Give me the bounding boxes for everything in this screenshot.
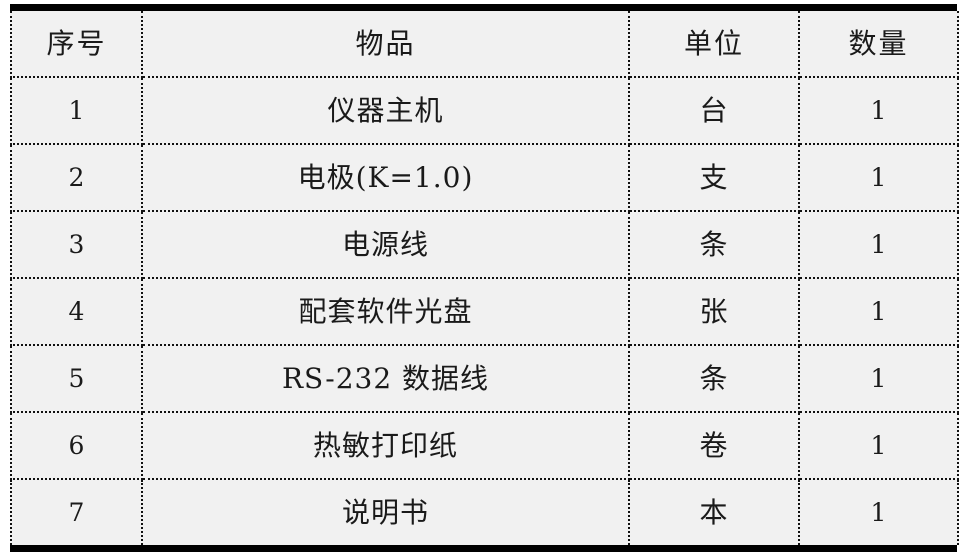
cell-qty: 1 xyxy=(798,479,959,545)
cell-unit-value: 张 xyxy=(699,294,729,328)
cell-item: 配套软件光盘 xyxy=(141,278,630,346)
cell-index: 2 xyxy=(10,144,143,212)
table-body: 1 仪器主机 台 1 2 电极(K=1.0) 支 1 3 电源线 条 1 xyxy=(10,77,959,545)
cell-unit: 台 xyxy=(628,77,800,145)
cell-index-value: 5 xyxy=(68,364,85,393)
column-header-qty-label: 数量 xyxy=(848,26,909,60)
table-top-rule xyxy=(10,4,957,11)
cell-item-value: 电极(K=1.0) xyxy=(297,160,474,194)
packing-list-table-wrapper: 序号 物品 单位 数量 1 仪器主机 台 xyxy=(10,4,959,552)
cell-index: 1 xyxy=(10,77,143,145)
cell-unit-value: 条 xyxy=(699,227,729,261)
cell-index-value: 6 xyxy=(68,431,85,460)
cell-index-value: 1 xyxy=(68,96,85,125)
cell-index: 4 xyxy=(10,278,143,346)
cell-item: 仪器主机 xyxy=(141,77,630,145)
cell-index-value: 7 xyxy=(68,498,85,527)
cell-qty: 1 xyxy=(798,278,959,346)
table-row: 1 仪器主机 台 1 xyxy=(10,77,959,145)
cell-item: 电源线 xyxy=(141,211,630,279)
cell-unit: 支 xyxy=(628,144,800,212)
cell-index: 3 xyxy=(10,211,143,279)
cell-item-value: 热敏打印纸 xyxy=(312,428,458,462)
cell-item-value: 配套软件光盘 xyxy=(298,294,473,328)
cell-unit-value: 支 xyxy=(699,160,729,194)
cell-item-value: 说明书 xyxy=(341,495,429,529)
cell-index-value: 2 xyxy=(68,163,85,192)
cell-unit-value: 卷 xyxy=(699,428,729,462)
cell-unit-value: 本 xyxy=(699,495,729,529)
cell-unit: 本 xyxy=(628,479,800,545)
column-header-unit-label: 单位 xyxy=(683,26,744,60)
cell-qty-value: 1 xyxy=(870,498,887,527)
table-bottom-rule xyxy=(10,545,957,552)
cell-qty: 1 xyxy=(798,211,959,279)
cell-unit: 条 xyxy=(628,211,800,279)
cell-item: 电极(K=1.0) xyxy=(141,144,630,212)
table-header: 序号 物品 单位 数量 xyxy=(10,11,959,78)
table-row: 2 电极(K=1.0) 支 1 xyxy=(10,144,959,212)
cell-item-value: 仪器主机 xyxy=(327,93,444,127)
cell-item: 说明书 xyxy=(141,479,630,545)
cell-qty: 1 xyxy=(798,412,959,480)
column-header-item: 物品 xyxy=(141,11,630,78)
cell-index: 5 xyxy=(10,345,143,413)
cell-qty-value: 1 xyxy=(870,297,887,326)
cell-index-value: 4 xyxy=(68,297,85,326)
column-header-unit: 单位 xyxy=(628,11,800,78)
table-row: 3 电源线 条 1 xyxy=(10,211,959,279)
cell-unit: 条 xyxy=(628,345,800,413)
cell-index: 7 xyxy=(10,479,143,545)
cell-qty-value: 1 xyxy=(870,364,887,393)
cell-unit-value: 台 xyxy=(699,93,729,127)
column-header-qty: 数量 xyxy=(798,11,959,78)
column-header-item-label: 物品 xyxy=(355,26,416,60)
cell-item-value: 电源线 xyxy=(341,227,429,261)
cell-item-value: RS-232 数据线 xyxy=(281,361,490,395)
table-row: 4 配套软件光盘 张 1 xyxy=(10,278,959,346)
cell-qty: 1 xyxy=(798,77,959,145)
cell-qty: 1 xyxy=(798,144,959,212)
cell-unit: 卷 xyxy=(628,412,800,480)
table-row: 7 说明书 本 1 xyxy=(10,479,959,545)
cell-qty-value: 1 xyxy=(870,431,887,460)
packing-list-table: 序号 物品 单位 数量 1 仪器主机 台 xyxy=(10,11,959,545)
cell-qty: 1 xyxy=(798,345,959,413)
cell-index: 6 xyxy=(10,412,143,480)
cell-index-value: 3 xyxy=(68,230,85,259)
cell-item: 热敏打印纸 xyxy=(141,412,630,480)
cell-qty-value: 1 xyxy=(870,96,887,125)
cell-qty-value: 1 xyxy=(870,163,887,192)
table-header-row: 序号 物品 单位 数量 xyxy=(10,11,959,78)
column-header-index: 序号 xyxy=(10,11,143,78)
cell-item: RS-232 数据线 xyxy=(141,345,630,413)
column-header-index-label: 序号 xyxy=(46,26,107,60)
cell-qty-value: 1 xyxy=(870,230,887,259)
table-row: 5 RS-232 数据线 条 1 xyxy=(10,345,959,413)
cell-unit-value: 条 xyxy=(699,361,729,395)
cell-unit: 张 xyxy=(628,278,800,346)
table-row: 6 热敏打印纸 卷 1 xyxy=(10,412,959,480)
